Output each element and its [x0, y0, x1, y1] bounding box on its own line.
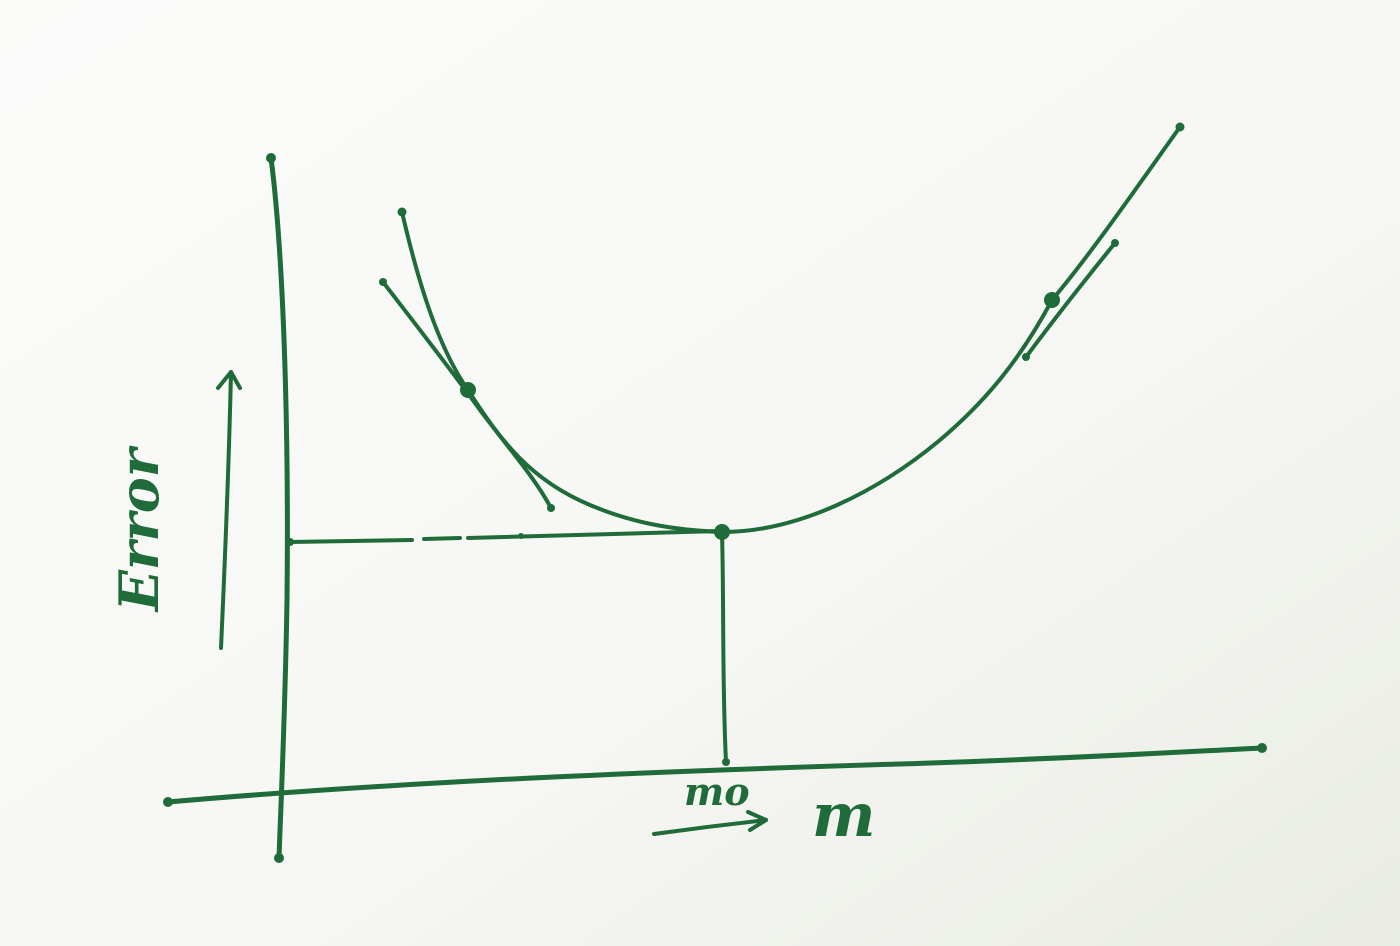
curve-start-dot [397, 207, 407, 217]
minimum-label: mo [684, 769, 750, 814]
minimum-horizontal-guide [288, 529, 722, 544]
x-axis-right-dot [1257, 743, 1267, 753]
y-axis-bottom-dot [274, 853, 284, 863]
y-axis-top-dot [266, 153, 276, 163]
guide-dash-dot [518, 533, 524, 539]
x-direction-arrow-head [746, 810, 768, 832]
curve-end-dot [1175, 122, 1185, 132]
right-tangent-point [1044, 292, 1060, 308]
minimum-vertical-guide [720, 531, 728, 764]
left-tangent-end-dot [547, 504, 555, 512]
x-axis-left-dot [163, 797, 173, 807]
y-direction-arrow-head [216, 370, 242, 390]
x-axis-line [165, 745, 1265, 805]
minimum-point [714, 524, 730, 540]
left-tangent-line [381, 280, 553, 510]
right-tangent-start-dot [1111, 239, 1119, 247]
left-tangent-start-dot [379, 278, 387, 286]
x-axis-label: m [812, 781, 876, 851]
right-tangent-line [1024, 241, 1117, 359]
y-axis-label: Error [107, 445, 171, 613]
right-tangent-end-dot [1022, 353, 1030, 361]
y-direction-arrow-shaft [219, 370, 233, 650]
x-direction-arrow-shaft [652, 818, 768, 836]
ink-group: Error mo m [107, 122, 1267, 863]
guide-left-dot [286, 538, 294, 546]
vertical-guide-bottom-dot [722, 758, 730, 766]
y-axis-line [268, 155, 290, 861]
left-tangent-point [460, 382, 476, 398]
